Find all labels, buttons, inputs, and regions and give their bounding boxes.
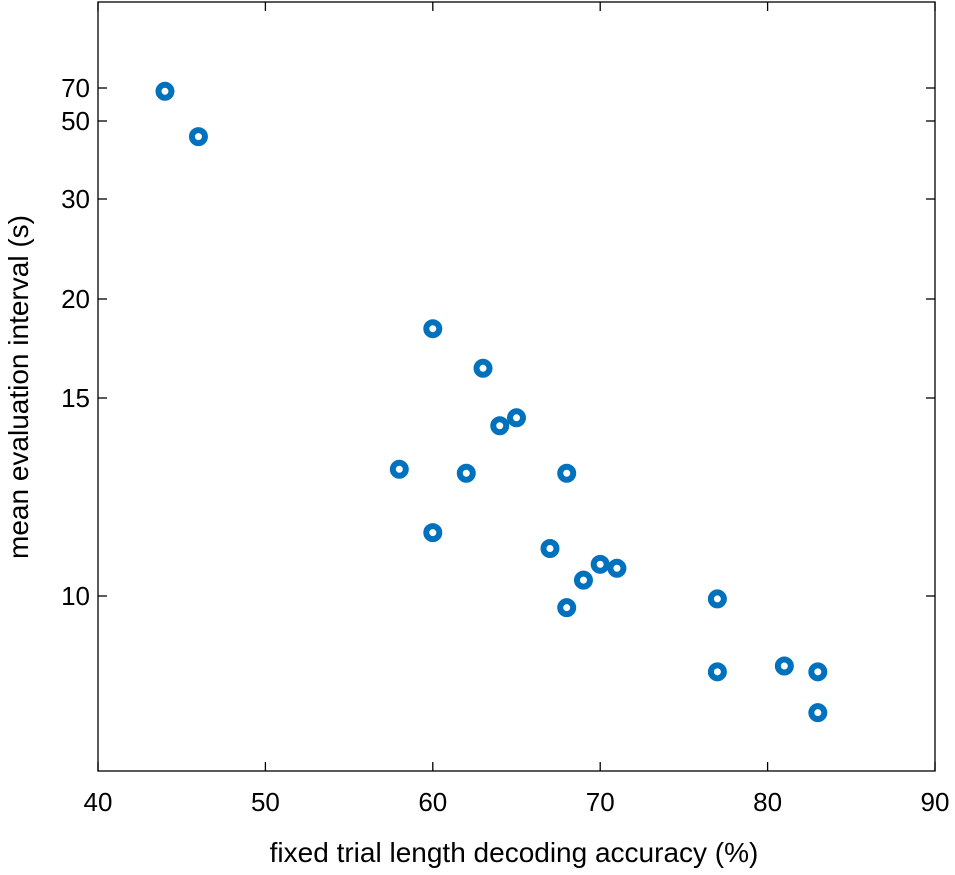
y-tick-label: 70 [61,73,90,103]
plot-area-frame [97,1,936,772]
x-tick-label: 80 [753,787,782,817]
data-point [707,662,727,682]
x-tick-label: 70 [586,787,615,817]
data-point [389,459,409,479]
data-point [456,463,476,483]
y-tick-label: 30 [61,184,90,214]
y-tick-label: 20 [61,284,90,314]
data-point [808,662,828,682]
data-point [473,358,493,378]
data-point [557,598,577,618]
data-point [590,554,610,574]
x-axis-label: fixed trial length decoding accuracy (%) [270,837,759,868]
x-tick-label: 60 [418,787,447,817]
x-tick-label: 40 [84,787,113,817]
data-point [808,703,828,723]
y-tick-label: 10 [61,581,90,611]
data-points [155,81,828,723]
data-point [423,523,443,543]
data-point [607,558,627,578]
y-axis-label: mean evaluation interval (s) [3,215,34,559]
x-tick-label: 50 [251,787,280,817]
data-point [557,463,577,483]
x-axis: 40 50 60 70 80 90 [84,2,950,817]
data-point [490,416,510,436]
data-point [507,408,526,428]
data-point [188,127,208,147]
y-tick-label: 50 [61,106,90,136]
data-point [540,538,560,558]
data-point [573,570,593,590]
data-point [774,656,794,676]
y-tick-label: 15 [61,383,90,413]
data-point [707,589,727,609]
data-point [423,319,443,339]
x-tick-label: 90 [921,787,950,817]
data-point [155,81,175,101]
